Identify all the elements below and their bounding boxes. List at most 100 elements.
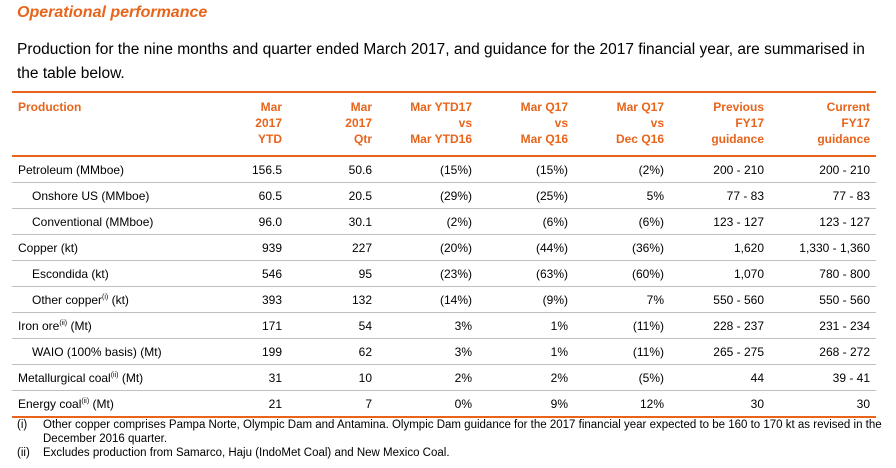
header-line: Mar: [260, 100, 282, 114]
table-cell: (11%): [574, 312, 670, 339]
table-cell: (2%): [574, 156, 670, 183]
table-cell: 200 - 210: [770, 156, 876, 183]
table-cell: 780 - 800: [770, 260, 876, 287]
table-cell: 228 - 237: [670, 312, 770, 339]
footnote-ref: (ii): [81, 397, 90, 405]
header-line: vs: [554, 116, 568, 130]
table-cell: (60%): [574, 260, 670, 287]
row-label-text: Conventional (MMboe): [32, 214, 154, 229]
table-cell: 3%: [378, 338, 478, 365]
column-header: Mar 2017 YTD: [226, 91, 288, 157]
header-line: vs: [458, 116, 472, 130]
table-row: Copper (kt) 939 227 (20%) (44%) (36%) 1,620 1,3…: [12, 234, 876, 261]
header-line: Mar YTD17: [410, 100, 472, 114]
table-cell: (6%): [478, 208, 574, 235]
table-row: Metallurgical coal(ii) (Mt) 31 10 2% 2% (5%) 4…: [12, 364, 876, 391]
header-line: Dec Q16: [615, 132, 664, 146]
table-cell: 171: [226, 312, 288, 339]
table-cell: 5%: [574, 182, 670, 209]
footnote-text: Excludes production from Samarco, Haju (…: [43, 447, 450, 459]
header-line: Mar Q17: [520, 100, 568, 114]
column-header: Mar 2017 Qtr: [288, 91, 378, 157]
table-cell: 30: [670, 390, 770, 418]
row-label-text: Iron ore: [18, 318, 60, 333]
header-line: vs: [650, 116, 664, 130]
column-header: Mar Q17 vs Mar Q16: [478, 91, 574, 157]
table-cell: 20.5: [288, 182, 378, 209]
table-cell: 2%: [478, 364, 574, 391]
intro-paragraph: Production for the nine months and quart…: [17, 41, 865, 82]
row-label-text: Petroleum (MMboe): [18, 162, 125, 177]
table-cell: 227: [288, 234, 378, 261]
table-cell: 939: [226, 234, 288, 261]
table-cell: 199: [226, 338, 288, 365]
table-cell: 95: [288, 260, 378, 287]
table-cell: (5%): [574, 364, 670, 391]
table-cell: 10: [288, 364, 378, 391]
table-cell: (63%): [478, 260, 574, 287]
table-cell: 62: [288, 338, 378, 365]
row-label-text: Metallurgical coal: [18, 370, 111, 385]
table-cell: 1%: [478, 338, 574, 365]
table-cell: 123 - 127: [670, 208, 770, 235]
header-line: 2017: [345, 116, 372, 130]
column-header: Current FY17 guidance: [770, 91, 876, 157]
row-label: Onshore US (MMboe): [12, 182, 226, 209]
footnote: (ii) Excludes production from Samarco, Ha…: [17, 446, 883, 460]
table-cell: (29%): [378, 182, 478, 209]
footnote-ref: (i): [102, 293, 109, 301]
table-cell: (25%): [478, 182, 574, 209]
table-cell: 3%: [378, 312, 478, 339]
table-row: Energy coal(ii) (Mt) 21 7 0% 9% 12% 30 30: [12, 390, 876, 418]
table-cell: 50.6: [288, 156, 378, 183]
footnote-ref: (ii): [110, 371, 119, 379]
row-label-text: Escondida (kt): [32, 266, 109, 281]
production-table: Production Mar 2017 YTD Mar 2017 Qtr Mar YTD17 v…: [12, 91, 876, 418]
table-cell: 0%: [378, 390, 478, 418]
table-cell: 123 - 127: [770, 208, 876, 235]
header-line: FY17: [841, 116, 870, 130]
table-cell: (6%): [574, 208, 670, 235]
table-cell: (15%): [378, 156, 478, 183]
table-cell: 44: [670, 364, 770, 391]
header-line: Mar Q16: [520, 132, 568, 146]
table-cell: 21: [226, 390, 288, 418]
row-label-text: Copper (kt): [18, 240, 79, 255]
table-cell: 550 - 560: [770, 286, 876, 313]
header-line: guidance: [711, 132, 764, 146]
table-cell: 2%: [378, 364, 478, 391]
table-cell: 7%: [574, 286, 670, 313]
footnote-tag: (ii): [17, 447, 30, 459]
table-cell: 54: [288, 312, 378, 339]
row-label: Escondida (kt): [12, 260, 226, 287]
table-row: Escondida (kt) 546 95 (23%) (63%) (60%) 1,070 7…: [12, 260, 876, 287]
table-cell: 132: [288, 286, 378, 313]
header-line: Current: [826, 100, 870, 114]
table-cell: 156.5: [226, 156, 288, 183]
table-cell: 7: [288, 390, 378, 418]
table-cell: 1,330 - 1,360: [770, 234, 876, 261]
row-label-text: Energy coal: [18, 396, 82, 411]
table-cell: (23%): [378, 260, 478, 287]
row-label-text: Onshore US (MMboe): [32, 188, 150, 203]
row-unit: (kt): [108, 292, 129, 307]
row-label: Other copper(i) (kt): [12, 286, 226, 313]
header-line: Qtr: [354, 132, 372, 146]
table-cell: 77 - 83: [770, 182, 876, 209]
table-cell: 9%: [478, 390, 574, 418]
table-cell: 39 - 41: [770, 364, 876, 391]
table-cell: (2%): [378, 208, 478, 235]
header-line: FY17: [735, 116, 764, 130]
header-line: Previous: [713, 100, 764, 114]
footnote-ref: (ii): [59, 319, 68, 327]
table-cell: 1,620: [670, 234, 770, 261]
table-cell: (20%): [378, 234, 478, 261]
table-cell: (15%): [478, 156, 574, 183]
header-line: Mar YTD16: [410, 132, 472, 146]
row-label: Copper (kt): [12, 234, 226, 261]
table-cell: 31: [226, 364, 288, 391]
table-cell: 200 - 210: [670, 156, 770, 183]
row-label-text: Other copper: [32, 292, 103, 307]
table-row: Other copper(i) (kt) 393 132 (14%) (9%) 7% 550…: [12, 286, 876, 313]
